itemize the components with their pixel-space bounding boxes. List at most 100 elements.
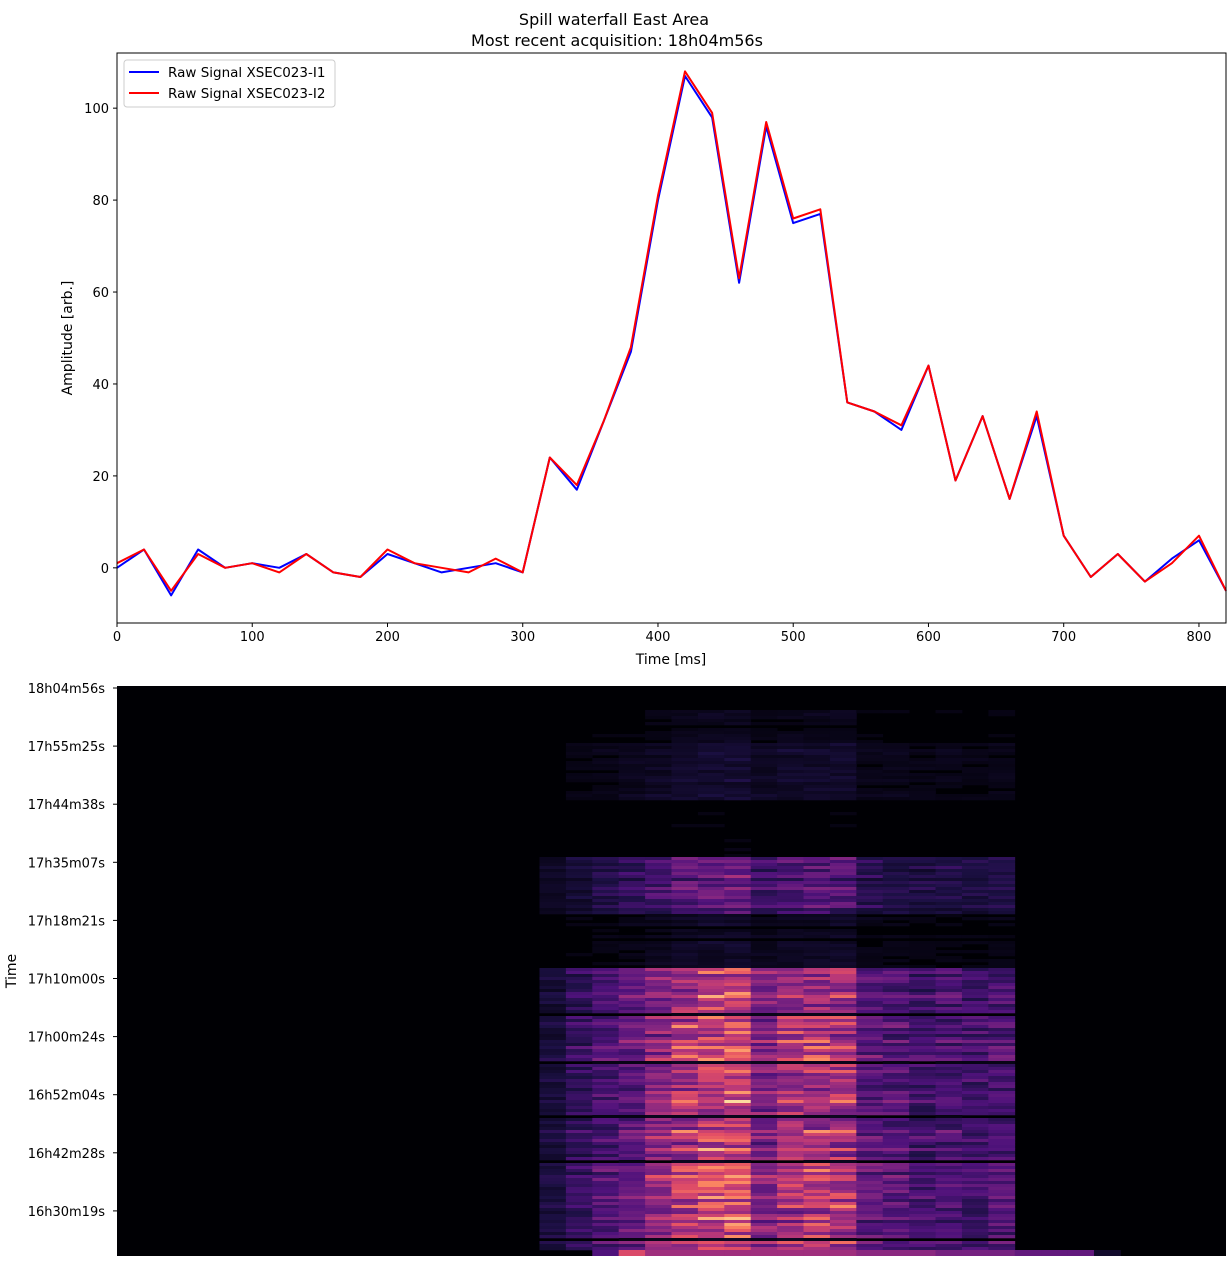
heatmap-cell — [750, 764, 778, 768]
heatmap-cell — [750, 1001, 778, 1005]
heatmap-cell — [671, 1103, 699, 1107]
heatmap-cell — [618, 878, 646, 882]
heatmap-cell — [724, 776, 752, 780]
heatmap-cell — [856, 1070, 884, 1074]
heatmap-cell — [829, 1058, 857, 1062]
heatmap-cell — [671, 1223, 699, 1227]
heatmap-cell — [724, 1196, 752, 1200]
heatmap-cell — [724, 944, 752, 948]
heatmap-cell — [803, 980, 831, 984]
heatmap-cell — [750, 731, 778, 735]
heatmap-cell — [565, 1241, 593, 1245]
heatmap-cell — [803, 1232, 831, 1236]
heatmap-cell — [645, 902, 672, 906]
heatmap-cell — [750, 734, 778, 738]
heatmap-cell — [829, 1004, 857, 1008]
heatmap-cell — [961, 1031, 989, 1035]
heatmap-cell — [777, 1028, 804, 1032]
heatmap-cell — [777, 911, 804, 915]
heatmap-cell — [803, 1040, 831, 1044]
heatmap-cell — [750, 965, 778, 969]
heatmap-cell — [645, 1007, 672, 1011]
heatmap-cell — [988, 1157, 1016, 1161]
heatmap-cell — [961, 743, 989, 747]
heatmap-cell — [803, 983, 831, 987]
heatmap-cell — [777, 1001, 804, 1005]
heatmap-cell — [803, 1160, 831, 1164]
heatmap-cell — [988, 1217, 1016, 1221]
heatmap-cell — [777, 1214, 804, 1218]
heatmap-cell — [697, 1061, 725, 1065]
heatmap-cell — [724, 1220, 752, 1224]
heatmap-cell — [724, 1145, 752, 1149]
heatmap-cell — [988, 734, 1016, 738]
heatmap-cell — [592, 902, 620, 906]
heatmap-cell — [829, 920, 857, 924]
heatmap-cell — [882, 998, 910, 1002]
heatmap-cell — [882, 1022, 910, 1026]
heatmap-cell — [856, 776, 884, 780]
heatmap-y-tick-label: 17h35m07s — [28, 856, 106, 871]
heatmap-cell — [935, 1121, 963, 1125]
heatmap-cell — [750, 899, 778, 903]
heatmap-cell — [777, 1043, 804, 1047]
heatmap-cell — [777, 743, 804, 747]
heatmap-cell — [539, 902, 567, 906]
heatmap-cell — [671, 1055, 699, 1059]
heatmap-cell — [961, 1028, 989, 1032]
heatmap-cell — [750, 1154, 778, 1158]
heatmap-cell — [777, 1022, 804, 1026]
heatmap-cell — [882, 896, 910, 900]
heatmap-cell — [882, 1052, 910, 1056]
heatmap-cell — [565, 1028, 593, 1032]
heatmap-cell — [645, 1247, 672, 1251]
heatmap-latest-cell — [882, 1250, 910, 1256]
heatmap-cell — [565, 1082, 593, 1086]
heatmap-cell — [539, 1031, 567, 1035]
heatmap-cell — [988, 908, 1016, 912]
heatmap-cell — [935, 956, 963, 960]
heatmap-cell — [935, 1175, 963, 1179]
heatmap-cell — [618, 1076, 646, 1080]
heatmap-cell — [592, 1097, 620, 1101]
heatmap-cell — [909, 1121, 936, 1125]
heatmap-cell — [909, 1133, 936, 1137]
heatmap-cell — [565, 1208, 593, 1212]
heatmap-cell — [539, 1043, 567, 1047]
heatmap-cell — [697, 1214, 725, 1218]
heatmap-cell — [803, 1247, 831, 1251]
heatmap-cell — [645, 944, 672, 948]
heatmap-cell — [988, 959, 1016, 963]
heatmap-cell — [724, 1013, 752, 1017]
heatmap-cell — [724, 1034, 752, 1038]
heatmap-cell — [909, 860, 936, 864]
heatmap-cell — [750, 1031, 778, 1035]
heatmap-cell — [961, 1235, 989, 1239]
heatmap-cell — [961, 1007, 989, 1011]
heatmap-cell — [724, 1193, 752, 1197]
heatmap-cell — [724, 1052, 752, 1056]
heatmap-cell — [565, 863, 593, 867]
heatmap-cell — [829, 932, 857, 936]
heatmap-cell — [645, 911, 672, 915]
heatmap-cell — [909, 890, 936, 894]
heatmap-cell — [856, 866, 884, 870]
heatmap-cell — [750, 1226, 778, 1230]
heatmap-cell — [961, 971, 989, 975]
heatmap-cell — [856, 953, 884, 957]
heatmap-cell — [618, 1187, 646, 1191]
heatmap-cell — [539, 998, 567, 1002]
x-tick-label: 600 — [916, 630, 941, 645]
heatmap-cell — [882, 1211, 910, 1215]
heatmap-cell — [856, 1214, 884, 1218]
heatmap-cell — [909, 1190, 936, 1194]
heatmap-cell — [645, 1121, 672, 1125]
heatmap-cell — [724, 887, 752, 891]
heatmap-cell — [777, 740, 804, 744]
heatmap-cell — [777, 860, 804, 864]
heatmap-cell — [671, 1244, 699, 1248]
heatmap-cell — [724, 1004, 752, 1008]
heatmap-cell — [592, 1163, 620, 1167]
heatmap-cell — [829, 884, 857, 888]
heatmap-cell — [750, 956, 778, 960]
